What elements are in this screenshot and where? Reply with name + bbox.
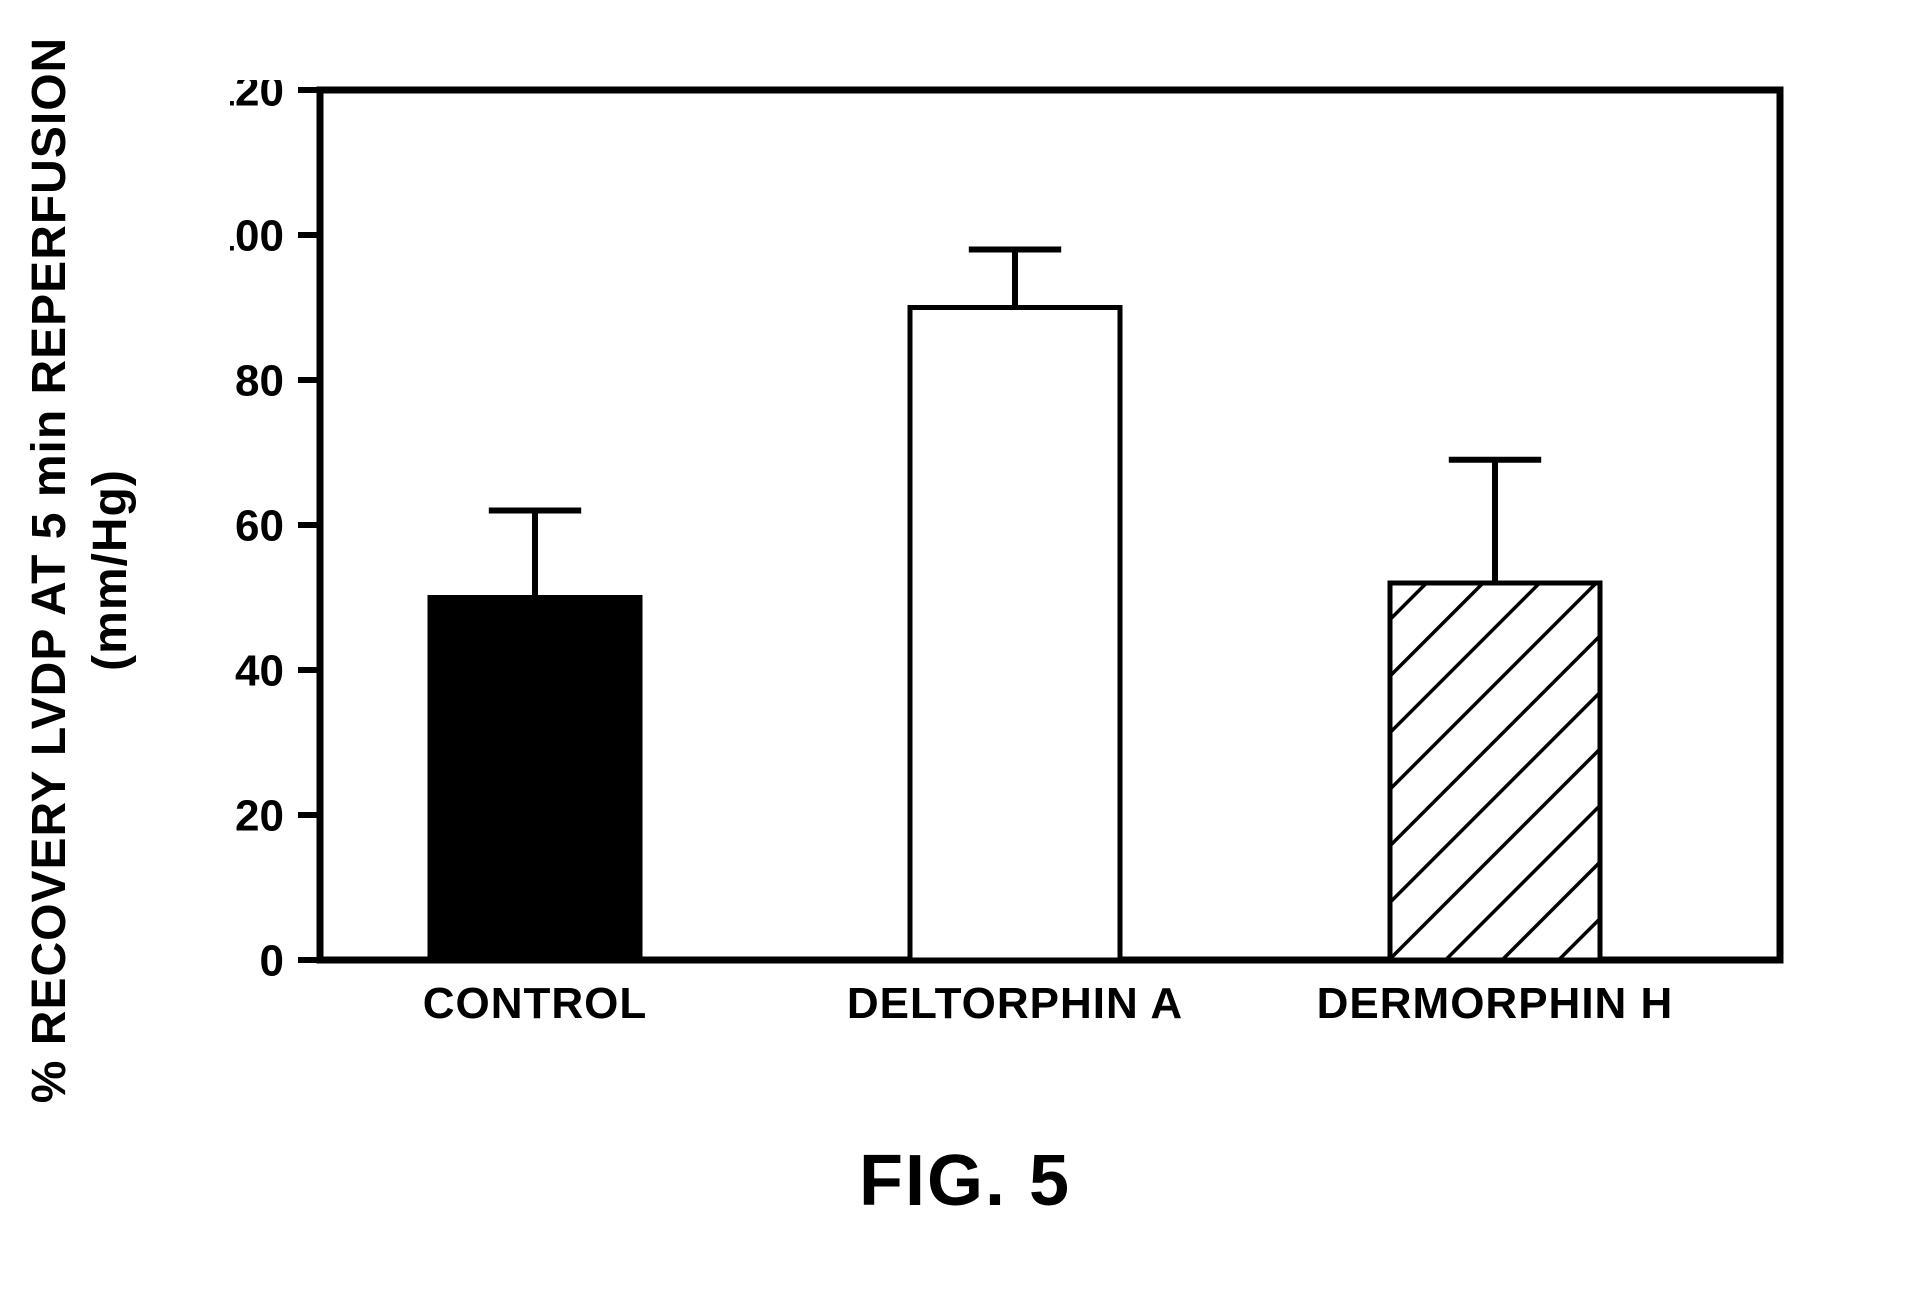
- y-tick-label: 120: [230, 80, 284, 115]
- y-tick-label: 20: [235, 791, 284, 840]
- figure-caption: FIG. 5: [0, 1140, 1930, 1222]
- y-axis-label-line1: % RECOVERY LVDP AT 5 min REPERFUSION: [22, 37, 77, 1103]
- category-label: CONTROL: [423, 979, 648, 1028]
- bar-chart: 0 20 40 60 80 100 120 CONTROL DELTORPHIN A DERMOR…: [230, 80, 1810, 1060]
- y-axis-label-group: % RECOVERY LVDP AT 5 min REPERFUSION (mm…: [40, 120, 120, 1020]
- category-label: DERMORPHIN H: [1317, 979, 1674, 1028]
- y-axis-label: % RECOVERY LVDP AT 5 min REPERFUSION (mm…: [22, 37, 138, 1103]
- bar-control: [430, 598, 640, 961]
- y-axis-label-line2: (mm/Hg): [83, 37, 138, 1103]
- category-label: DELTORPHIN A: [847, 979, 1183, 1028]
- y-tick-label: 60: [235, 501, 284, 550]
- y-tick-label: 40: [235, 646, 284, 695]
- y-tick-label: 80: [235, 356, 284, 405]
- y-tick-label: 100: [230, 211, 284, 260]
- y-tick-label: 0: [260, 936, 284, 985]
- bar-dermorphin-h: [1390, 583, 1600, 960]
- bar-deltorphin-a: [910, 308, 1120, 961]
- chart-svg: 0 20 40 60 80 100 120 CONTROL DELTORPHIN A DERMOR…: [230, 80, 1810, 1060]
